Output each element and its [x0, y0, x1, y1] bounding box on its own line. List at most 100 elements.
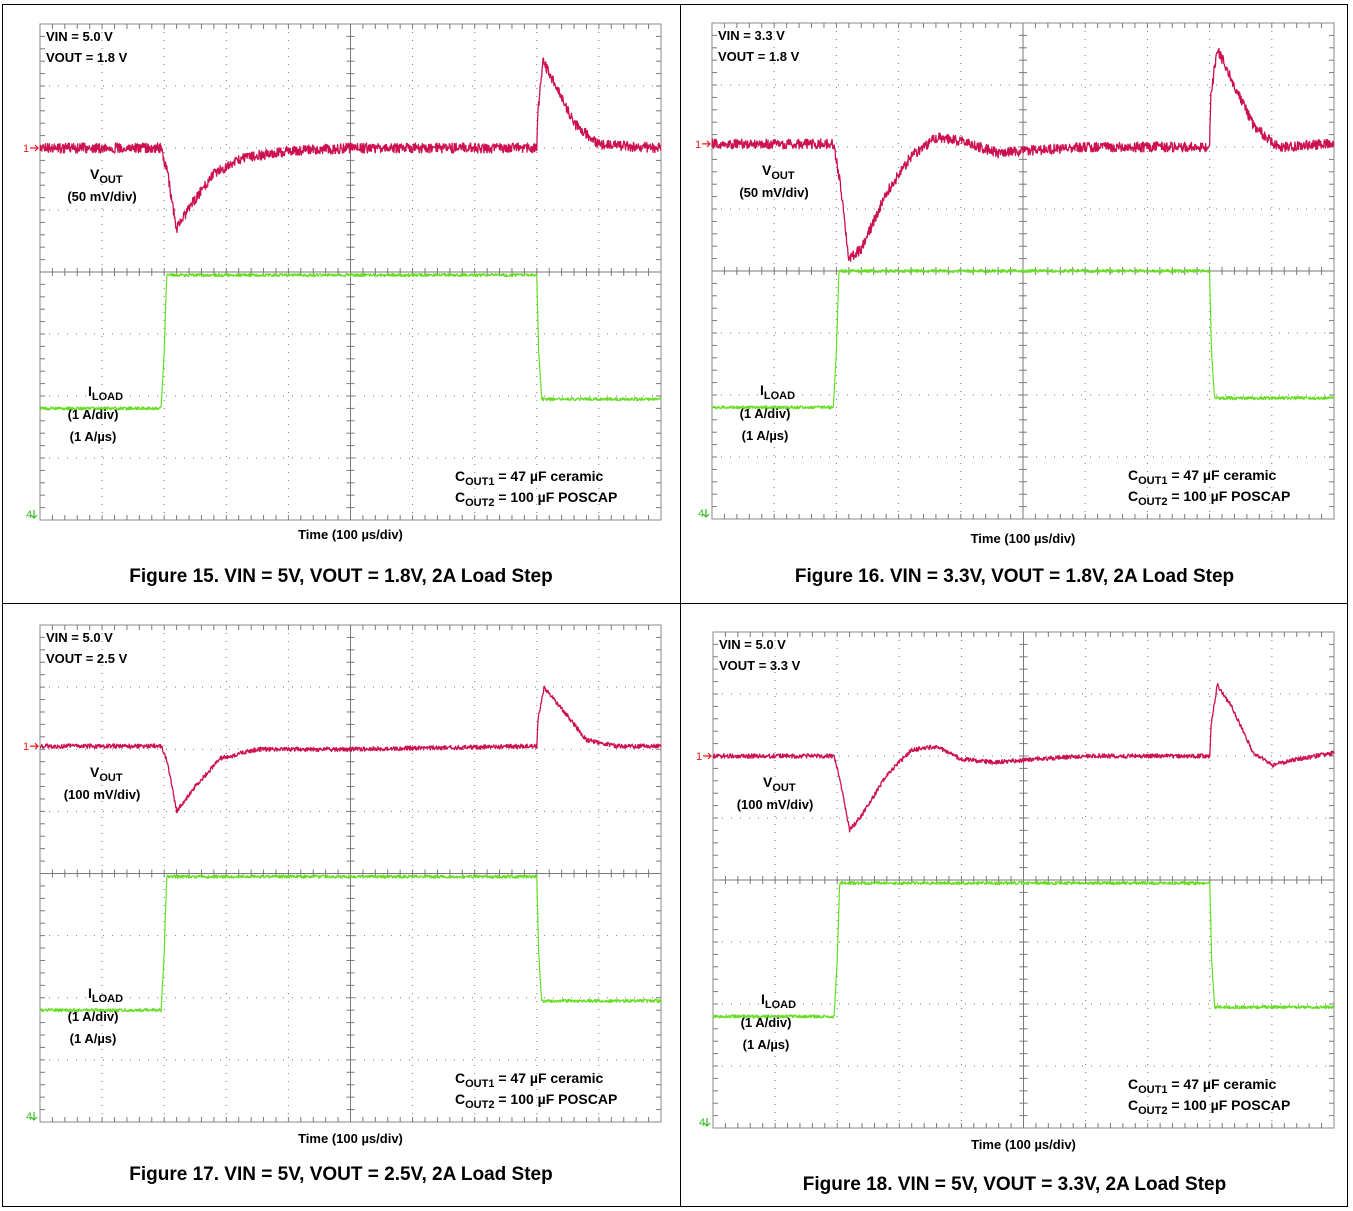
vout-setting-label: VOUT = 3.3 V	[719, 658, 801, 673]
iload-label-subscript: LOAD	[92, 993, 123, 1005]
vin-label: VIN = 3.3 V	[718, 28, 785, 43]
vout-scale-label: (50 mV/div)	[739, 185, 808, 200]
cout1-label-subscript: OUT1	[1138, 1084, 1167, 1096]
figure-caption: Figure 18. VIN = 5V, VOUT = 3.3V, 2A Loa…	[802, 1174, 1227, 1195]
ch1-marker: 1	[23, 741, 39, 753]
cout1-label: COUT1 = 47 µF ceramic	[1128, 1076, 1277, 1096]
cout2-label: COUT2 = 100 µF POSCAP	[455, 489, 617, 509]
vout-label-main: V	[90, 764, 100, 780]
ch4-marker-label: 4	[26, 1111, 32, 1123]
vout-scale-label: (50 mV/div)	[67, 189, 136, 204]
vout-setting-label: VOUT = 1.8 V	[46, 50, 128, 65]
cout2-label-subscript: OUT2	[465, 1099, 494, 1111]
time-axis-label: Time (100 µs/div)	[971, 1137, 1076, 1152]
iload-label: ILOAD	[88, 985, 123, 1005]
vertical-divider	[680, 4, 681, 1207]
vout-setting-label: VOUT = 1.8 V	[718, 49, 800, 64]
figure-panel-15: 1 4 VIN = 5.0 V VOUT = 1.8 V VOUT (50 mV/div)…	[2, 4, 680, 603]
cout1-label-main: C	[455, 1070, 465, 1086]
cout2-label: COUT2 = 100 µF POSCAP	[455, 1091, 617, 1111]
cout1-label-text: = 47 µF ceramic	[1167, 1076, 1276, 1092]
cout1-label-subscript: OUT1	[1138, 475, 1167, 487]
iload-label-subscript: LOAD	[92, 391, 123, 403]
cout1-label-subscript: OUT1	[465, 476, 494, 488]
ch1-arrow-icon	[702, 140, 711, 148]
vin-label: VIN = 5.0 V	[46, 29, 113, 44]
iload-label-main: I	[761, 991, 765, 1007]
scope-graticule	[39, 624, 662, 1123]
iload-trace	[39, 874, 662, 1013]
time-axis-label: Time (100 µs/div)	[298, 527, 403, 542]
cout1-label-subscript: OUT1	[465, 1078, 494, 1090]
cout2-label-text: = 100 µF POSCAP	[1167, 1097, 1290, 1113]
time-axis-label: Time (100 µs/div)	[971, 531, 1076, 546]
iload-label: ILOAD	[761, 991, 796, 1011]
iload-scale-label: (1 A/div)	[740, 406, 791, 421]
iload-label: ILOAD	[88, 383, 123, 403]
cout2-label-main: C	[455, 489, 465, 505]
ch4-marker-label: 4	[698, 508, 704, 520]
cout2-label-subscript: OUT2	[1138, 496, 1167, 508]
ch1-marker-label: 1	[23, 741, 29, 753]
vout-label-subscript: OUT	[771, 170, 795, 182]
oscilloscope-plot: 1 4 VIN = 5.0 V VOUT = 2.5 V VOUT (100 mV/div…	[23, 624, 662, 1146]
figure-panel-16: 1 4 VIN = 3.3 V VOUT = 1.8 V VOUT (50 mV/div)…	[681, 4, 1348, 603]
cout2-label-main: C	[455, 1091, 465, 1107]
vout-label-main: V	[762, 162, 772, 178]
ch4-arrow-icon	[703, 1118, 711, 1127]
figure-caption: Figure 15. VIN = 5V, VOUT = 1.8V, 2A Loa…	[129, 566, 553, 587]
iload-slew-label: (1 A/µs)	[70, 1031, 117, 1046]
iload-label-main: I	[88, 985, 92, 1001]
ch4-arrow-icon	[30, 1112, 38, 1121]
oscilloscope-plot: 1 4 VIN = 3.3 V VOUT = 1.8 V VOUT (50 mV/div)…	[695, 22, 1335, 546]
vout-setting-label: VOUT = 2.5 V	[46, 651, 128, 666]
figure-panel-17: 1 4 VIN = 5.0 V VOUT = 2.5 V VOUT (100 mV/div…	[2, 604, 680, 1207]
ch4-marker: 4	[26, 509, 38, 521]
cout1-label-text: = 47 µF ceramic	[1167, 467, 1276, 483]
vin-label: VIN = 5.0 V	[46, 630, 113, 645]
vout-label-main: V	[763, 774, 773, 790]
vout-label: VOUT	[90, 764, 123, 784]
cout2-label-main: C	[1128, 488, 1138, 504]
cout2-label-main: C	[1128, 1097, 1138, 1113]
iload-label-main: I	[88, 383, 92, 399]
iload-trace	[39, 272, 662, 411]
vout-label-subscript: OUT	[99, 174, 123, 186]
iload-label-subscript: LOAD	[765, 999, 796, 1011]
iload-scale-label: (1 A/div)	[741, 1015, 792, 1030]
vout-scale-label: (100 mV/div)	[64, 787, 141, 802]
iload-slew-label: (1 A/µs)	[743, 1037, 790, 1052]
vout-label: VOUT	[762, 162, 795, 182]
vout-label-subscript: OUT	[772, 782, 796, 794]
vout-trace	[39, 57, 662, 234]
horizontal-divider	[2, 603, 1348, 604]
iload-scale-label: (1 A/div)	[68, 407, 119, 422]
ch4-marker-label: 4	[26, 509, 32, 521]
ch1-marker: 1	[23, 143, 39, 155]
iload-label-main: I	[760, 382, 764, 398]
vout-trace	[711, 47, 1335, 262]
ch1-marker-label: 1	[23, 143, 29, 155]
vin-label: VIN = 5.0 V	[719, 637, 786, 652]
scope-graticule	[712, 631, 1335, 1129]
cout1-label-text: = 47 µF ceramic	[494, 468, 603, 484]
cout1-label-main: C	[1128, 1076, 1138, 1092]
cout1-label: COUT1 = 47 µF ceramic	[455, 1070, 604, 1090]
iload-scale-label: (1 A/div)	[68, 1009, 119, 1024]
ch1-marker-label: 1	[696, 751, 702, 763]
vout-label-main: V	[90, 166, 100, 182]
cout1-label-text: = 47 µF ceramic	[494, 1070, 603, 1086]
ch1-marker: 1	[696, 751, 712, 763]
ch1-marker-label: 1	[695, 139, 701, 151]
cout2-label: COUT2 = 100 µF POSCAP	[1128, 488, 1290, 508]
vout-trace	[39, 685, 662, 814]
ch1-arrow-icon	[30, 742, 39, 750]
cout2-label-text: = 100 µF POSCAP	[494, 1091, 617, 1107]
cout1-label: COUT1 = 47 µF ceramic	[1128, 467, 1277, 487]
cout2-label: COUT2 = 100 µF POSCAP	[1128, 1097, 1290, 1117]
figure-grid-frame	[2, 4, 1348, 1207]
cout2-label-text: = 100 µF POSCAP	[1167, 488, 1290, 504]
iload-trace	[711, 268, 1335, 410]
vout-label-subscript: OUT	[99, 772, 123, 784]
cout2-label-subscript: OUT2	[1138, 1105, 1167, 1117]
